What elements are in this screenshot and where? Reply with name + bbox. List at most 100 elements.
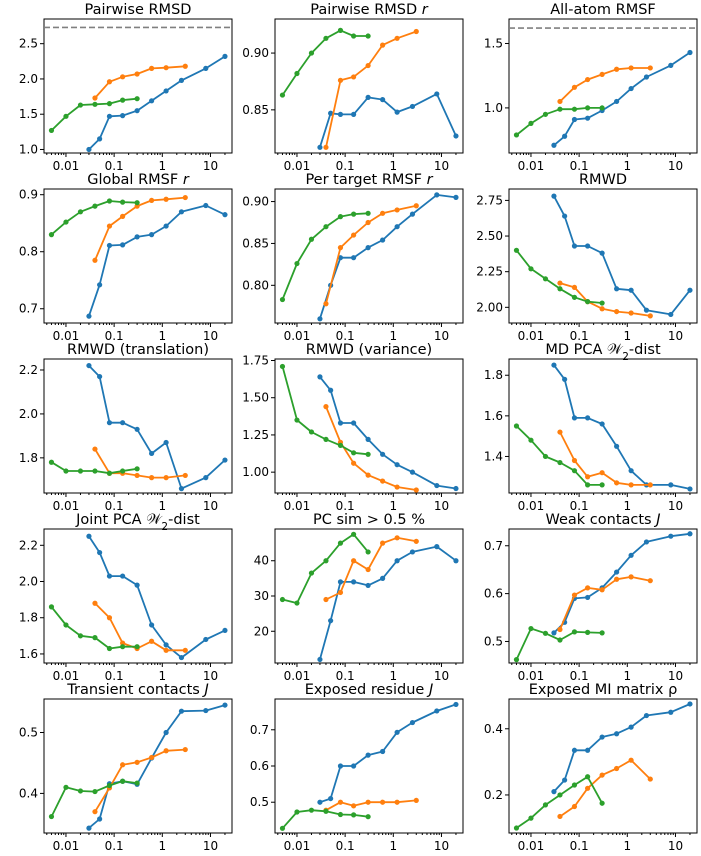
chart-1-series-blue-point [149,98,155,104]
chart-10-title-part: 2 [161,521,168,533]
chart-14-series-green-point [294,809,300,815]
chart-15-series-blue-point [687,701,693,707]
chart-9-xtick-label: 1 [623,499,631,513]
chart-6-ytick-label: 2.50 [476,229,503,243]
chart-1: Pairwise RMSD 0.01 0.1 1 10 1.0 1.5 2.0 2.5 [19,2,233,173]
chart-3-series-blue-point [643,74,650,80]
chart-1-ytick-label: 1.5 [19,107,38,121]
chart-4-title-part: r [183,172,190,188]
chart-13-series-orange-point [134,759,140,765]
chart-2-series-green-point [365,33,371,39]
chart-8-series-blue-point [380,451,386,457]
chart-10-series-green-point [134,644,140,650]
chart-5-series-green-point [294,260,300,267]
chart-15-series-green-point [585,774,591,780]
chart-8-series-green-point [351,450,357,456]
chart-3-series-orange-point [599,71,605,78]
chart-6-series-orange-point [614,308,620,315]
chart-7-series-blue-point [97,373,103,380]
chart-13-series-orange-point [149,754,155,761]
chart-3-xtick-label: 0.01 [518,159,545,173]
chart-10-ytick-label: 2.2 [19,538,38,552]
chart-10-series-green-point [106,645,113,652]
chart-15-series-green-point [528,815,534,821]
chart-12-series-green-point [528,625,534,632]
chart-15-series-blue-point [614,731,620,737]
chart-8-xtick-label: 0.1 [336,499,355,513]
chart-11-series-blue-point [394,558,400,564]
chart-6-series-blue-point [668,311,674,318]
chart-1-series-blue-point [178,77,185,83]
chart-7-series-green-point [106,470,113,476]
chart-4-ytick-label: 0.9 [19,188,38,202]
chart-14-series-orange-point [394,799,400,805]
chart-10: Joint PCA 𝒲2-dist 0.01 0.1 1 10 1.6 1.8 2.0 2.2 [19,512,233,683]
chart-7-series-blue-point [134,426,140,432]
chart-14-series-blue-point [317,799,323,805]
chart-8-xtick-label: 10 [434,499,449,513]
chart-6-series-green-point [571,294,578,300]
chart-10-series-blue-point [149,622,155,628]
chart-12-frame [508,528,698,664]
chart-3-series-green-point [513,132,520,138]
chart-13-series-green-point [106,782,113,789]
chart-4-series-blue-point [203,202,209,209]
chart-4-series-orange-point [163,196,169,202]
chart-11-series-blue-point [317,656,323,663]
chart-6-frame [508,188,698,324]
chart-5-series-green-point [308,236,315,242]
chart-2-series-green-point [294,70,300,77]
chart-11-xtick-label: 0.01 [284,669,311,683]
chart-13-series-green-point [48,813,55,820]
chart-11-series-blue-point [453,558,459,564]
chart-9-ytick-label: 1.4 [484,449,503,463]
chart-12-series-blue-point [687,531,693,537]
chart-7-series-green-point [77,468,84,474]
chart-6-series-green-point [557,286,563,292]
chart-1-ytick-label: 2.0 [19,72,38,86]
chart-1-series-green-point [134,96,140,102]
chart-8-series-orange-point [394,484,400,490]
chart-8-series-green-point [308,429,315,435]
chart-14-series-blue-point [409,719,416,726]
chart-10-xtick-label: 1 [158,669,166,683]
chart-4-frame [43,188,233,324]
chart-1-xtick-label: 0.01 [53,159,80,173]
chart-15-series-green-point [571,782,578,788]
chart-12-xtick-label: 0.01 [518,669,545,683]
chart-6-ytick-label: 2.00 [476,300,503,314]
chart-7-series-orange-point [163,475,169,481]
chart-11-xtick-label: 1 [389,669,397,683]
chart-14-series-orange-point [365,799,371,805]
chart-8-series-blue-point [453,485,459,492]
chart-13: Transient contacts J 0.01 0.1 1 10 0.4 0.5 [19,682,233,853]
chart-11-series-green-line [282,533,369,604]
chart-14-series-blue-line [319,703,457,804]
chart-12-title-part: Weak contacts [545,512,656,528]
chart-7-series-green-point [92,468,98,474]
chart-2-series-blue-point [365,94,371,100]
chart-5: Per target RMSF r 0.01 0.1 1 10 0.80 0.85 0.90 [242,172,464,343]
chart-8-series-blue-point [351,420,357,426]
chart-3-series-orange-point [614,66,620,72]
chart-9-series-green-point [585,482,591,488]
chart-13-series-green-point [77,788,84,794]
chart-7-series-blue-point [86,362,92,369]
chart-12-series-orange-point [585,585,591,591]
chart-5-title-part: r [427,172,434,188]
chart-9-series-green-point [599,482,605,488]
chart-11-ytick-label: 20 [254,624,269,638]
chart-8-title: RMWD (variance) [306,342,432,358]
chart-7-series-orange-point [134,472,140,479]
chart-2-series-orange-line [325,30,417,148]
chart-15-series-green-point [542,802,549,808]
chart-14-series-green-point [351,812,357,818]
chart-9-series-orange-point [585,474,591,480]
chart-5-ytick-label: 0.85 [242,236,269,250]
chart-14-series-blue-point [453,701,459,708]
chart-15-series-blue-point [643,712,650,719]
chart-14-series-green-point [365,814,371,820]
chart-5-xtick-label: 0.01 [284,329,311,343]
chart-14-series-orange-point [413,797,419,804]
chart-7-frame [43,358,233,494]
